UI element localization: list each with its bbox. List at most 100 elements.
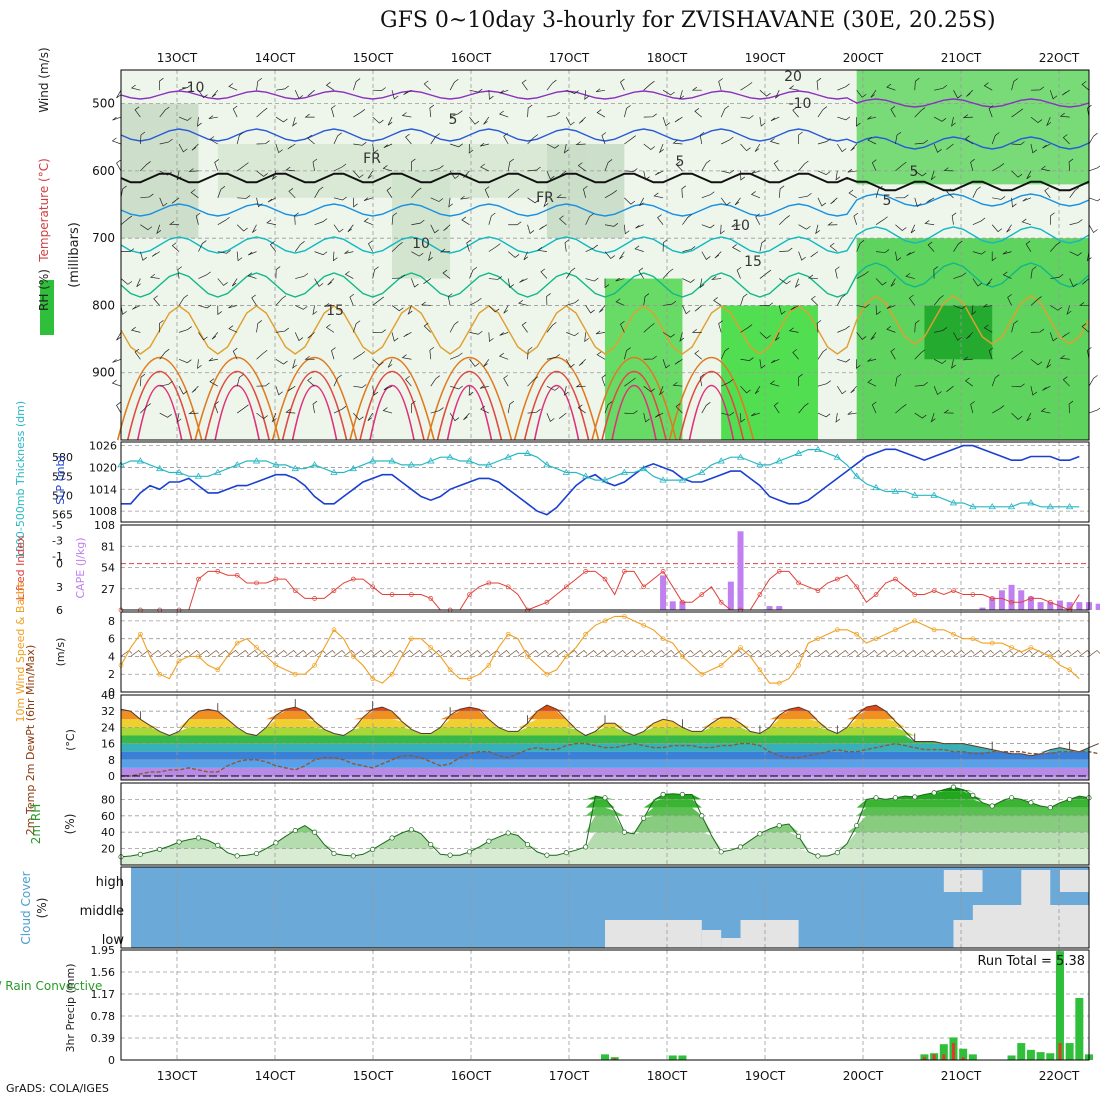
wind-barb bbox=[480, 163, 489, 172]
wind-barb bbox=[527, 408, 541, 414]
wind-barb bbox=[116, 332, 122, 341]
wind-barb bbox=[740, 143, 751, 152]
precip-total-bar bbox=[1065, 1043, 1074, 1060]
wind-barb bbox=[527, 197, 540, 204]
wind-barb bbox=[835, 413, 841, 423]
surface-wind-barb bbox=[962, 649, 975, 657]
x-tick-label-bottom: 18OCT bbox=[647, 1069, 688, 1083]
wind-barb bbox=[964, 377, 974, 387]
cloud-clear-region bbox=[1021, 870, 1051, 905]
wind-barb bbox=[853, 212, 859, 225]
wind-barb bbox=[256, 412, 268, 420]
x-tick-label-top: 13OCT bbox=[157, 51, 198, 65]
wind-barb bbox=[443, 224, 451, 232]
wind-barb bbox=[856, 304, 870, 308]
wind-barb bbox=[140, 224, 153, 231]
surface-wind-barb bbox=[546, 649, 559, 657]
wind-speed-marker bbox=[680, 654, 685, 659]
wind-barb bbox=[953, 90, 962, 99]
surface-wind-barb bbox=[1011, 649, 1023, 657]
wind-barb bbox=[972, 217, 986, 226]
thickness-marker bbox=[891, 487, 900, 494]
cloud-row-label: low bbox=[102, 933, 125, 948]
wind-speed-marker bbox=[215, 667, 221, 673]
wind-barb bbox=[363, 218, 373, 226]
wind-barb bbox=[198, 240, 207, 252]
lifted-index-marker bbox=[292, 588, 298, 594]
wind-barb bbox=[499, 332, 509, 336]
rh-marker bbox=[195, 835, 201, 841]
wind-barb bbox=[1002, 271, 1012, 279]
contour-label: 15 bbox=[744, 254, 762, 270]
precip-convective-bar bbox=[951, 1043, 955, 1060]
wind-barb bbox=[585, 244, 599, 252]
surface-wind-barb bbox=[449, 649, 462, 657]
wind-barb bbox=[159, 170, 172, 176]
surface-wind-barb bbox=[556, 649, 568, 657]
surface-wind-barb bbox=[585, 649, 597, 657]
cloud-frame bbox=[120, 866, 1090, 949]
wind-barb bbox=[527, 134, 539, 145]
rh-marker bbox=[796, 833, 802, 839]
wind-speed-marker bbox=[1067, 667, 1072, 673]
surface-wind-barb bbox=[595, 649, 607, 657]
wind-barb bbox=[121, 248, 135, 252]
wind-speed-marker bbox=[912, 618, 918, 624]
wind-barb bbox=[643, 385, 656, 393]
surface-wind-barb bbox=[537, 649, 549, 657]
surface-wind-barb bbox=[1059, 649, 1072, 657]
wind-barb bbox=[314, 218, 328, 226]
rh-marker bbox=[1009, 795, 1015, 801]
wind-barb bbox=[943, 409, 954, 414]
wind-barb bbox=[933, 143, 942, 153]
lifted-index-tick-label: 6 bbox=[56, 604, 63, 617]
cape-bar bbox=[979, 607, 986, 610]
precip-total-bar bbox=[1055, 951, 1064, 1060]
thickness-marker bbox=[233, 461, 241, 468]
x-tick-label-bottom: 14OCT bbox=[255, 1069, 296, 1083]
wind-barb bbox=[304, 113, 315, 118]
wind-barb bbox=[271, 412, 277, 423]
wind-barb bbox=[1046, 359, 1052, 369]
wind-barb bbox=[740, 82, 753, 91]
wind-speed-marker bbox=[873, 636, 879, 642]
wind-barb bbox=[430, 165, 444, 172]
wind-barb bbox=[440, 248, 451, 253]
wind-barb bbox=[837, 385, 847, 395]
lifted-index-marker bbox=[467, 592, 472, 597]
wind-barb bbox=[890, 106, 896, 118]
wind-speed-marker bbox=[989, 640, 995, 646]
thickness-marker bbox=[581, 472, 590, 479]
rh-marker bbox=[660, 791, 666, 798]
surface-wind-barb bbox=[265, 649, 278, 657]
wind-speed-marker bbox=[602, 618, 608, 624]
surface-wind-barb bbox=[972, 649, 985, 657]
lifted-index-marker bbox=[370, 584, 376, 590]
lifted-index-marker bbox=[1028, 596, 1034, 601]
surface-wind-barb bbox=[866, 649, 878, 657]
wind-barb bbox=[120, 278, 133, 285]
wind-barb bbox=[527, 224, 535, 235]
wind-barb bbox=[604, 223, 619, 227]
wind-barb bbox=[933, 116, 947, 122]
wind-speed-marker bbox=[370, 676, 376, 682]
wind-barb bbox=[816, 77, 822, 91]
wind-barb bbox=[1050, 241, 1061, 252]
surface-wind-barb bbox=[1088, 649, 1100, 657]
wind-barb bbox=[294, 241, 305, 252]
wind-barb bbox=[349, 293, 355, 306]
wind-barb bbox=[701, 159, 711, 172]
thickness-marker bbox=[911, 491, 919, 498]
wind-barb bbox=[287, 385, 296, 392]
wind-speed-marker bbox=[273, 662, 279, 668]
warm-layer-contour bbox=[591, 356, 677, 441]
precip-total-bar bbox=[678, 1055, 687, 1060]
freezing-level-line bbox=[120, 172, 1090, 192]
rh-marker bbox=[273, 840, 279, 846]
wind-barb bbox=[228, 325, 238, 333]
wind-barb bbox=[331, 347, 336, 360]
temperature-tick-label: 16 bbox=[101, 738, 115, 751]
wind-barb bbox=[449, 170, 460, 180]
wind-barb bbox=[140, 403, 151, 414]
wind-speed-marker bbox=[312, 662, 317, 668]
